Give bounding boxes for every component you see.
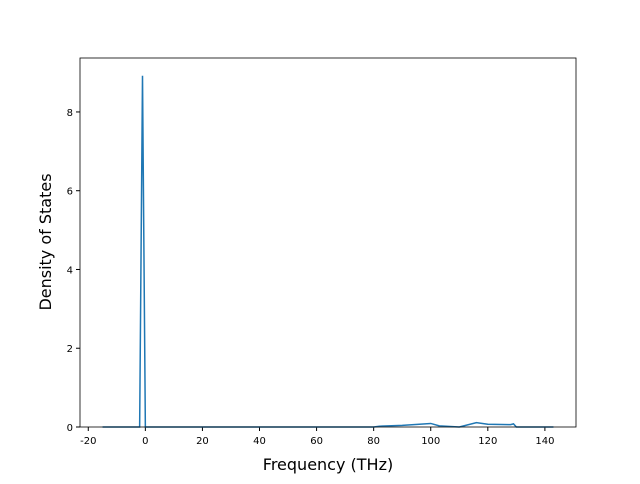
x-axis-label: Frequency (THz) — [263, 455, 393, 474]
y-tick-label: 0 — [67, 423, 73, 434]
x-tick-label: -20 — [80, 436, 96, 447]
line — [102, 75, 554, 428]
y-tick-label: 8 — [67, 108, 73, 119]
x-tick-label: 60 — [310, 436, 323, 447]
x-tick-label: 80 — [367, 436, 380, 447]
x-tick-label: 100 — [421, 436, 440, 447]
y-tick-label: 6 — [67, 187, 73, 198]
x-tick-label: 0 — [142, 436, 148, 447]
y-axis-label: Density of States — [36, 173, 55, 310]
y-tick-label: 2 — [67, 344, 73, 355]
plot-frame — [79, 57, 577, 428]
x-tick-label: 40 — [253, 436, 266, 447]
y-tick-label: 4 — [67, 265, 73, 276]
x-tick-label: 140 — [535, 436, 554, 447]
x-tick-label: 120 — [478, 436, 497, 447]
x-tick-label: 20 — [196, 436, 209, 447]
